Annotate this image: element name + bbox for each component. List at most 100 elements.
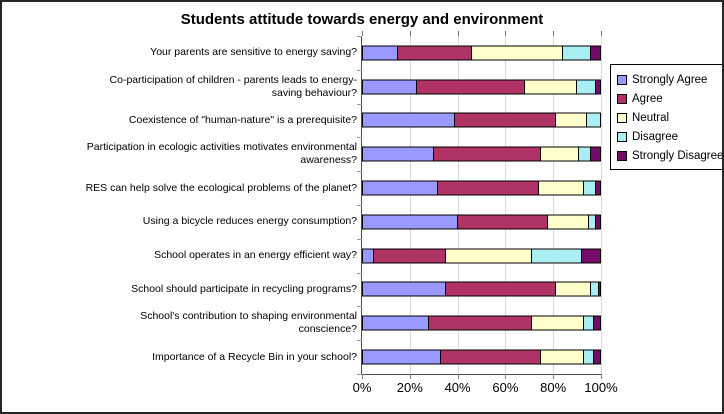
category-label: School operates in an energy efficient w… xyxy=(85,239,357,273)
chart-title: Students attitude towards energy and env… xyxy=(180,11,544,28)
stacked-bar xyxy=(362,214,601,230)
category-axis-tick xyxy=(357,103,362,105)
category-axis-tick xyxy=(357,340,362,342)
bar-segment-disagree xyxy=(589,214,597,230)
bar-segment-agree xyxy=(445,281,556,297)
legend-swatch xyxy=(617,131,627,142)
stacked-bar xyxy=(362,281,601,297)
category-axis-tick xyxy=(357,69,362,71)
legend-item: Agree xyxy=(617,89,721,108)
x-axis-label: 60% xyxy=(492,380,519,395)
bar-segment-strongly-disagree xyxy=(596,214,601,230)
category-label-text: School operates in an energy efficient w… xyxy=(154,249,357,262)
category-axis-tick xyxy=(357,137,362,139)
bar-segment-strongly-agree xyxy=(362,112,456,128)
bar-segment-strongly-disagree xyxy=(596,79,601,95)
value-axis-tick xyxy=(553,31,555,36)
bar-segment-strongly-agree xyxy=(362,146,434,162)
bar-segment-strongly-agree xyxy=(362,315,429,331)
bar-segment-disagree xyxy=(577,79,597,95)
legend-swatch xyxy=(617,93,627,104)
bar-segment-neutral xyxy=(524,79,578,95)
category-label: Coexistence of "human-nature" is a prere… xyxy=(85,104,357,138)
value-axis-tick xyxy=(457,31,459,36)
gridline xyxy=(505,36,507,374)
category-label: School should participate in recycling p… xyxy=(85,273,357,307)
bar-segment-agree xyxy=(440,349,542,365)
bar-segment-neutral xyxy=(531,315,585,331)
stacked-bar xyxy=(362,180,601,196)
legend-label: Neutral xyxy=(632,111,670,124)
bar-segment-disagree xyxy=(584,349,594,365)
category-label: School's contribution to shaping environ… xyxy=(85,306,357,340)
value-axis-tick xyxy=(505,374,507,379)
legend-item: Neutral xyxy=(617,108,721,127)
bar-segment-agree xyxy=(438,180,539,196)
bar-row xyxy=(362,239,601,273)
category-label: Co-participation of children - parents l… xyxy=(85,70,357,104)
gridline xyxy=(601,36,602,374)
legend-swatch xyxy=(617,150,627,161)
category-label: RES can help solve the ecological proble… xyxy=(85,171,357,205)
bar-segment-strongly-agree xyxy=(362,349,441,365)
bar-segment-neutral xyxy=(541,146,580,162)
category-axis-tick xyxy=(357,171,362,173)
bar-segment-strongly-disagree xyxy=(591,45,601,61)
bar-segment-agree xyxy=(428,315,532,331)
bar-segment-strongly-disagree xyxy=(591,146,601,162)
category-label-text: Co-participation of children - parents l… xyxy=(109,73,357,99)
bar-segment-disagree xyxy=(586,112,601,128)
bar-row xyxy=(362,273,601,307)
legend-items: Strongly Agree Agree Neutral Disagree Strong… xyxy=(617,70,722,165)
bar-row xyxy=(362,137,601,171)
legend-swatch xyxy=(617,74,627,85)
bar-segment-strongly-agree xyxy=(362,214,458,230)
y-ticks xyxy=(357,36,362,375)
x-ticks xyxy=(362,374,602,379)
bar-segment-neutral xyxy=(471,45,563,61)
category-label: Importance of a Recycle Bin in your scho… xyxy=(85,340,357,374)
stacked-bar xyxy=(362,112,601,128)
value-axis-tick xyxy=(601,31,602,36)
bar-segment-strongly-disagree xyxy=(598,281,601,297)
value-axis-tick xyxy=(362,374,363,379)
value-axis-tick xyxy=(505,31,507,36)
bar-segment-agree xyxy=(416,79,525,95)
bar-segment-strongly-disagree xyxy=(581,248,601,264)
category-axis-tick xyxy=(357,272,362,274)
category-label-text: Participation in ecologic activities mot… xyxy=(86,141,357,167)
bar-segment-disagree xyxy=(531,248,582,264)
bar-segment-disagree xyxy=(579,146,592,162)
stacked-bar xyxy=(362,248,601,264)
stacked-bar xyxy=(362,146,601,162)
gridline xyxy=(457,36,459,374)
category-label-text: RES can help solve the ecological proble… xyxy=(85,181,357,194)
bar-row xyxy=(362,340,601,374)
bar-segment-agree xyxy=(455,112,556,128)
bar-segment-disagree xyxy=(562,45,592,61)
category-labels: Your parents are sensitive to energy sav… xyxy=(85,36,357,374)
bar-segment-neutral xyxy=(541,349,585,365)
legend-swatch xyxy=(617,112,627,123)
value-axis-tick xyxy=(553,374,555,379)
category-label-text: School's contribution to shaping environ… xyxy=(140,310,357,336)
stacked-bar xyxy=(362,79,601,95)
bar-segment-strongly-disagree xyxy=(596,180,601,196)
x-axis-label: 40% xyxy=(444,380,471,395)
value-axis-tick xyxy=(362,31,363,36)
bar-segment-strongly-agree xyxy=(362,180,439,196)
stacked-bar xyxy=(362,45,601,61)
legend-label: Strongly Agree xyxy=(632,73,708,86)
legend-item: Disagree xyxy=(617,127,721,146)
x-ticks-top xyxy=(362,31,602,36)
gridline xyxy=(553,36,555,374)
category-axis-tick xyxy=(357,36,362,37)
bar-row xyxy=(362,306,601,340)
bar-segment-strongly-agree xyxy=(362,45,398,61)
stacked-bar xyxy=(362,315,601,331)
category-axis-tick xyxy=(357,238,362,240)
legend-label: Disagree xyxy=(632,130,679,143)
legend: Strongly Agree Agree Neutral Disagree Strong… xyxy=(610,64,722,170)
x-axis-label: 0% xyxy=(352,380,372,395)
legend-item: Strongly Disagree xyxy=(617,146,722,165)
